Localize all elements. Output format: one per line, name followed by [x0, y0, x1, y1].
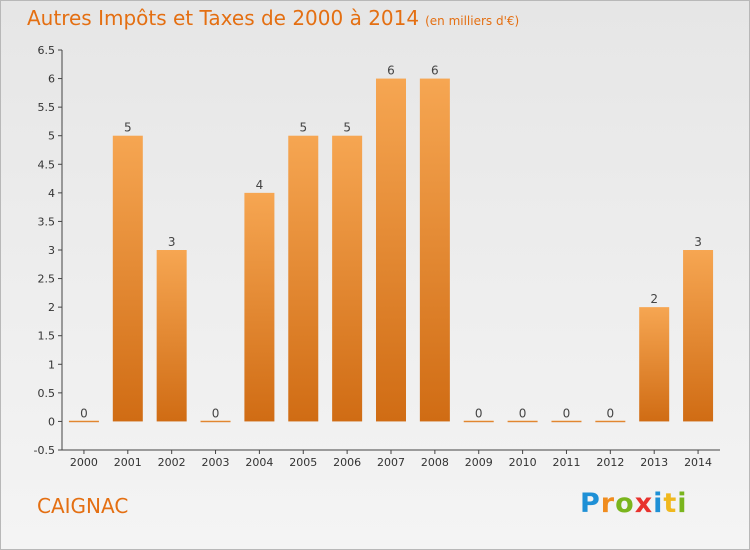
bar-2010	[507, 420, 538, 423]
logo-letter: t	[663, 488, 678, 519]
data-label: 5	[299, 121, 307, 135]
bar-2003	[200, 420, 231, 423]
x-tick-label: 2002	[158, 456, 186, 469]
data-label: 2	[650, 292, 658, 306]
x-tick-label: 2004	[245, 456, 273, 469]
bar-2000	[68, 420, 99, 423]
chart-title: Autres Impôts et Taxes de 2000 à 2014 (en…	[27, 6, 519, 30]
data-label: 4	[256, 178, 264, 192]
data-label: 6	[431, 64, 439, 78]
y-tick-label: 4.5	[38, 158, 56, 171]
x-tick-label: 2006	[333, 456, 361, 469]
data-label: 5	[124, 121, 132, 135]
data-label: 3	[168, 235, 176, 249]
data-label: 0	[563, 406, 571, 420]
proxiti-logo: Proxiti	[580, 488, 688, 519]
data-label: 0	[80, 406, 88, 420]
x-tick-label: 2010	[509, 456, 537, 469]
chart-subtitle: (en milliers d'€)	[425, 14, 520, 28]
logo-letter: i	[677, 488, 688, 519]
logo-letter: i	[653, 488, 664, 519]
bar-2004	[244, 192, 275, 422]
y-tick-label: 1	[48, 358, 55, 371]
y-tick-label: 2.5	[38, 273, 56, 286]
logo-letter: x	[634, 488, 654, 519]
x-tick-label: 2013	[640, 456, 668, 469]
x-tick-label: 2014	[684, 456, 712, 469]
y-tick-label: 2	[48, 301, 55, 314]
x-tick-label: 2011	[552, 456, 580, 469]
bar-2011	[551, 420, 582, 423]
bar-2008	[419, 78, 450, 422]
x-tick-label: 2007	[377, 456, 405, 469]
data-label: 0	[607, 406, 615, 420]
data-label: 0	[475, 406, 483, 420]
data-label: 0	[212, 406, 220, 420]
data-labels: 0 5 3 0 4 5 5 6 6 0 0 0 0 2 3	[80, 64, 702, 421]
bar-2007	[376, 78, 406, 422]
data-label: 5	[343, 121, 351, 135]
bar-2006	[332, 135, 363, 422]
logo-letter: P	[580, 488, 601, 519]
y-tick-label: -0.5	[34, 444, 55, 457]
x-tick-label: 2003	[202, 456, 230, 469]
y-tick-label: 3.5	[38, 215, 56, 228]
y-tick-label: 3	[48, 244, 55, 257]
y-tick-label: 4	[48, 187, 55, 200]
data-label: 0	[519, 406, 527, 420]
x-tick-label: 2008	[421, 456, 449, 469]
bar-2001	[112, 135, 143, 422]
x-tick-label: 2009	[465, 456, 493, 469]
logo-letter: o	[615, 488, 635, 519]
bar-2012	[595, 420, 626, 423]
y-tick-label: 0	[48, 415, 55, 428]
bar-2002	[156, 250, 187, 422]
bar-2005	[288, 135, 319, 422]
logo-letter: r	[600, 488, 616, 519]
data-label: 3	[694, 235, 702, 249]
bar-2014	[683, 250, 714, 422]
y-tick-label: 5	[48, 130, 55, 143]
commune-name: CAIGNAC	[37, 494, 129, 518]
x-tick-label: 2001	[114, 456, 142, 469]
x-tick-label: 2005	[289, 456, 317, 469]
chart-title-text: Autres Impôts et Taxes de 2000 à 2014	[27, 6, 420, 30]
data-label: 6	[387, 64, 395, 78]
y-tick-label: 1.5	[38, 330, 56, 343]
bar-2009	[463, 420, 494, 423]
y-tick-label: 0.5	[38, 387, 56, 400]
bars	[68, 78, 714, 423]
x-tick-label: 2012	[596, 456, 624, 469]
y-tick-label: 6.5	[38, 44, 56, 57]
x-tick-label: 2000	[70, 456, 98, 469]
y-tick-label: 5.5	[38, 101, 56, 114]
y-tick-label: 6	[48, 73, 55, 86]
bar-2013	[639, 307, 670, 422]
